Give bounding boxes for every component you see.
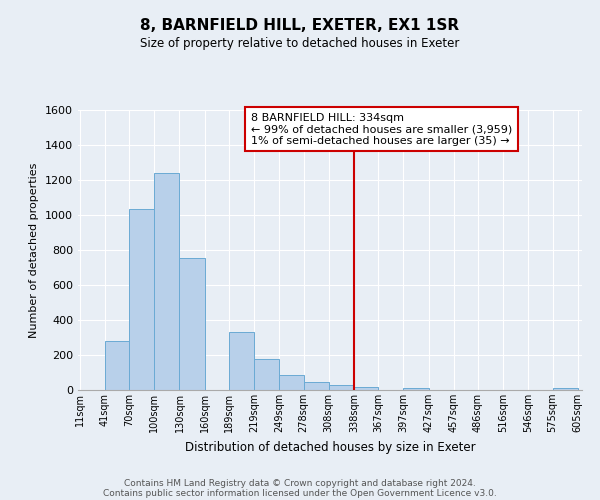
Bar bbox=[179, 258, 205, 390]
Y-axis label: Number of detached properties: Number of detached properties bbox=[29, 162, 40, 338]
Text: Size of property relative to detached houses in Exeter: Size of property relative to detached ho… bbox=[140, 38, 460, 51]
Bar bbox=[129, 209, 154, 390]
Bar bbox=[403, 388, 428, 390]
Bar bbox=[154, 173, 179, 390]
Text: 8, BARNFIELD HILL, EXETER, EX1 1SR: 8, BARNFIELD HILL, EXETER, EX1 1SR bbox=[140, 18, 460, 32]
Text: Contains HM Land Registry data © Crown copyright and database right 2024.: Contains HM Land Registry data © Crown c… bbox=[124, 478, 476, 488]
Bar bbox=[553, 388, 578, 390]
Bar bbox=[105, 341, 129, 390]
Bar bbox=[254, 360, 279, 390]
Text: Contains public sector information licensed under the Open Government Licence v3: Contains public sector information licen… bbox=[103, 488, 497, 498]
Bar bbox=[229, 332, 254, 390]
Bar bbox=[279, 375, 304, 390]
Bar bbox=[354, 386, 378, 390]
Bar bbox=[304, 382, 329, 390]
Bar bbox=[329, 385, 354, 390]
Text: 8 BARNFIELD HILL: 334sqm
← 99% of detached houses are smaller (3,959)
1% of semi: 8 BARNFIELD HILL: 334sqm ← 99% of detach… bbox=[251, 112, 512, 146]
X-axis label: Distribution of detached houses by size in Exeter: Distribution of detached houses by size … bbox=[185, 440, 475, 454]
